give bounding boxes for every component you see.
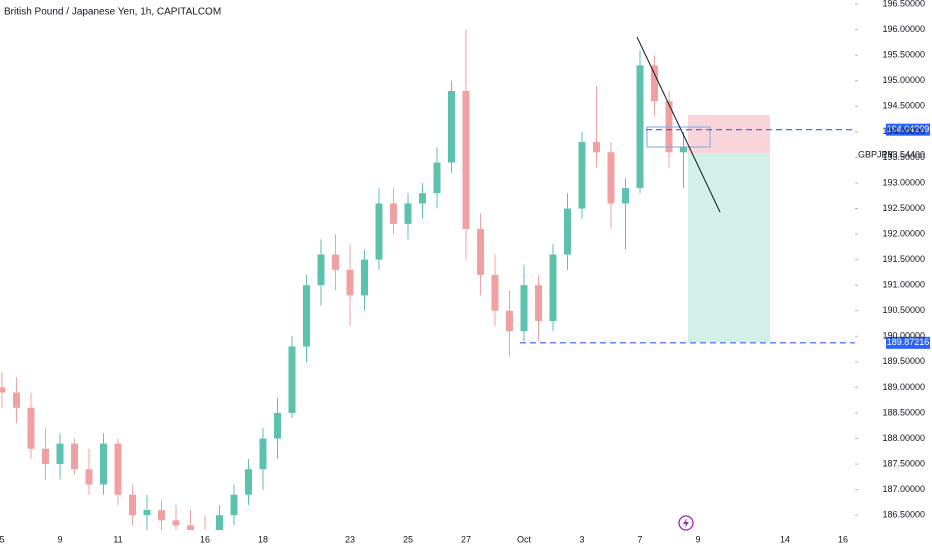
candle-body [477,228,484,275]
candle-body [172,520,180,526]
candle-body [317,254,325,286]
x-tick-label: 9 [695,534,700,544]
x-tick-label: 18 [258,534,268,544]
candle-body [216,515,223,530]
x-tick-label: 25 [403,534,413,544]
candle-body [259,438,267,470]
candle-body [230,494,238,516]
candle-body [100,443,107,485]
candles [0,29,687,530]
candle-body [404,203,412,224]
candle-body [13,392,20,408]
candle-body [274,412,281,439]
candle-body [506,310,513,332]
candle-body [520,285,528,332]
candle-body [448,90,455,163]
chart-title: British Pound / Japanese Yen, 1h, CAPITA… [4,7,221,18]
candle-body [332,254,339,270]
x-tick-label: 11 [113,534,122,544]
candle-body [71,443,78,470]
candle-body [85,469,93,485]
candle-body [187,525,194,530]
candle-body [42,448,49,465]
y-tick-label: 190.00000 [882,331,925,341]
candle-body [564,208,571,255]
level-label: 189.87216 [887,337,930,347]
candle-body [288,346,296,413]
y-tick-label: 188.50000 [882,407,925,417]
x-tick-label: 7 [637,534,642,544]
x-tick-label: 9 [57,534,62,544]
candle-body [433,162,441,194]
candle-body [375,203,383,260]
y-tick-label: 190.50000 [882,305,925,315]
y-tick-label: 194.50000 [882,101,925,111]
x-tick-label: 3 [579,534,584,544]
x-tick-label: 14 [780,534,790,544]
candle-body [245,469,252,495]
level-badge [886,336,930,349]
candle-body [593,142,600,153]
candle-body [27,407,35,449]
x-tick-label: Oct [517,534,532,544]
y-tick-label: 192.00000 [882,228,925,238]
y-tick-label: 192.50000 [882,203,925,213]
candle-body [56,443,64,465]
trend-line [636,36,721,213]
x-tick-label: 16 [200,534,210,544]
candle-body [651,65,658,102]
level-badge [886,123,930,136]
y-tick-label: 188.00000 [882,433,925,443]
y-tick-label: 194.00000 [882,126,925,136]
replay-icon[interactable] [678,515,694,531]
x-tick-label: 5 [0,534,5,544]
y-tick-label: 189.00000 [882,382,925,392]
candle-body [491,274,499,311]
candle-body [143,510,151,516]
candle-body [535,285,542,321]
y-tick-label: 191.50000 [882,254,925,264]
candle-body [390,203,397,224]
y-tick-label: 196.50000 [882,0,925,8]
candle-body [578,142,586,209]
candle-body [303,285,310,347]
candle-body [114,443,122,495]
y-tick-label: 195.50000 [882,50,925,60]
y-tick-label: 196.00000 [882,24,925,34]
candle-body [549,254,557,321]
y-tick-label: 187.00000 [882,484,925,494]
candle-body [0,387,6,393]
level-label: 194.04299 [887,124,930,134]
y-tick-label: 195.00000 [882,75,925,85]
y-tick-label: 187.50000 [882,458,925,468]
candle-body [607,152,615,204]
x-tick-label: 16 [838,534,848,544]
x-tick-label: 27 [461,534,471,544]
y-tick-label: 193.50000 [882,152,925,162]
candle-body [129,494,136,516]
levels: 194.04299 189.87216 [520,123,930,349]
y-tick-label: 189.50000 [882,356,925,366]
candle-body [346,269,354,296]
symbol-name: GBPJPY [858,150,894,160]
y-tick-label: 186.50000 [882,510,925,520]
symbol-price: 193.54400 [882,150,925,160]
x-tick-label: 23 [345,534,355,544]
candle-body [680,147,687,153]
candle-body [636,65,644,189]
candle-body [462,90,470,229]
candle-body [158,510,165,521]
candle-body [622,188,629,204]
y-tick-label: 193.00000 [882,177,925,187]
candle-body [361,259,368,296]
y-tick-label: 191.00000 [882,280,925,290]
candle-body [419,193,426,204]
range-box [646,126,711,148]
target-zone [688,153,770,342]
